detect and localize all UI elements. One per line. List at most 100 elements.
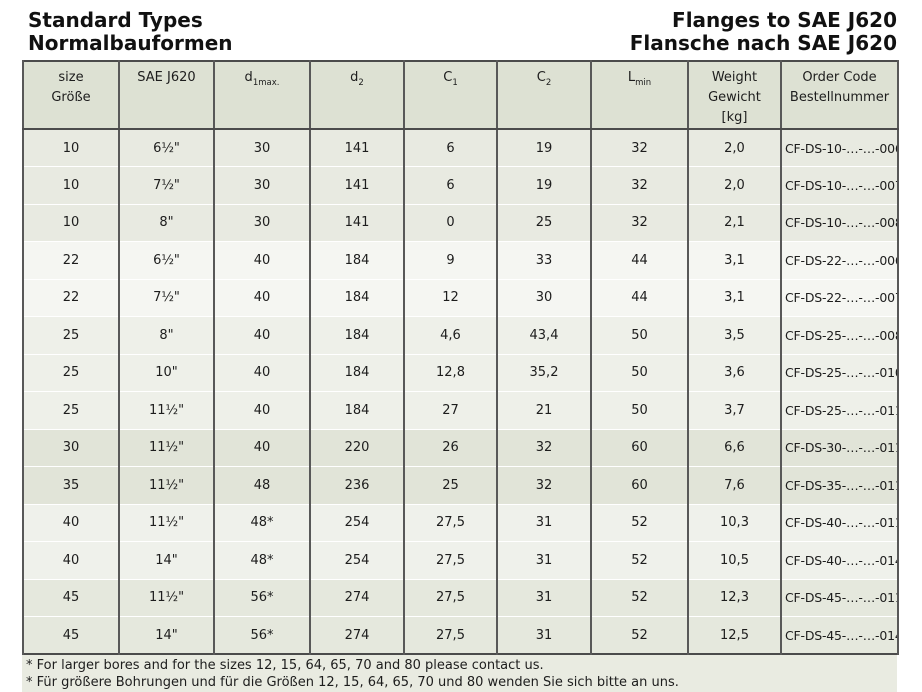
cell-d1max: 40 xyxy=(213,391,311,429)
cell-c1: 4,6 xyxy=(403,316,498,354)
cell-weight: 10,5 xyxy=(687,541,782,579)
cell-c2: 32 xyxy=(496,466,592,504)
cell-lmin: 50 xyxy=(590,353,689,392)
cell-sae-j620: 7½" xyxy=(118,166,215,204)
cell-size: 45 xyxy=(22,616,120,654)
table-area: size Größe SAE J620 d1max. d2 C1 C2 Lmin Weight G… xyxy=(22,60,899,692)
cell-sae-j620: 11½" xyxy=(118,503,215,542)
cell-c1: 25 xyxy=(403,466,498,504)
cell-d2: 141 xyxy=(309,166,405,204)
cell-order-code: CF-DS-10-…-…-008 xyxy=(780,203,899,242)
col-header-lmin: Lmin xyxy=(590,61,689,130)
cell-order-code: CF-DS-22-…-…-007 xyxy=(780,278,899,317)
cell-sae-j620: 6½" xyxy=(118,129,215,167)
cell-sae-j620: 11½" xyxy=(118,391,215,429)
cell-size: 22 xyxy=(22,241,120,279)
table-row: 10 7½" 30 141 6 19 32 2,0 CF-DS-10-…-…-007 xyxy=(22,166,899,204)
flange-spec-table: size Größe SAE J620 d1max. d2 C1 C2 Lmin Weight G… xyxy=(22,60,899,655)
table-row: 45 11½" 56* 274 27,5 31 52 12,3 CF-DS-45-…-…-011 xyxy=(22,578,899,617)
cell-size: 40 xyxy=(22,541,120,579)
cell-sae-j620: 11½" xyxy=(118,428,215,467)
cell-d1max: 40 xyxy=(213,241,311,279)
cell-d1max: 40 xyxy=(213,428,311,467)
cell-c2: 31 xyxy=(496,541,592,579)
cell-sae-j620: 14" xyxy=(118,616,215,654)
cell-d2: 274 xyxy=(309,578,405,617)
cell-c1: 27,5 xyxy=(403,578,498,617)
footnotes: * For larger bores and for the sizes 12,… xyxy=(22,655,897,692)
cell-size: 10 xyxy=(22,166,120,204)
cell-order-code: CF-DS-22-…-…-006 xyxy=(780,241,899,279)
cell-c1: 26 xyxy=(403,428,498,467)
cell-d1max: 30 xyxy=(213,203,311,242)
cell-lmin: 52 xyxy=(590,616,689,654)
table-row: 25 11½" 40 184 27 21 50 3,7 CF-DS-25-…-…-011 xyxy=(22,391,899,429)
subtitle-english: Flanges to SAE J620 xyxy=(672,8,897,32)
cell-size: 25 xyxy=(22,316,120,354)
cell-size: 35 xyxy=(22,466,120,504)
cell-sae-j620: 7½" xyxy=(118,278,215,317)
page-title-right: Flanges to SAE J620 Flansche nach SAE J6… xyxy=(630,9,897,55)
cell-c2: 35,2 xyxy=(496,353,592,392)
cell-c1: 27 xyxy=(403,391,498,429)
table-row: 25 10" 40 184 12,8 35,2 50 3,6 CF-DS-25-…-…-010 xyxy=(22,353,899,392)
cell-c2: 43,4 xyxy=(496,316,592,354)
table-row: 10 8" 30 141 0 25 32 2,1 CF-DS-10-…-…-008 xyxy=(22,203,899,242)
cell-weight: 3,1 xyxy=(687,278,782,317)
cell-d2: 141 xyxy=(309,203,405,242)
cell-lmin: 52 xyxy=(590,578,689,617)
cell-weight: 2,0 xyxy=(687,129,782,167)
table-row: 22 6½" 40 184 9 33 44 3,1 CF-DS-22-…-…-006 xyxy=(22,241,899,279)
cell-size: 40 xyxy=(22,503,120,542)
cell-lmin: 32 xyxy=(590,129,689,167)
cell-d2: 184 xyxy=(309,241,405,279)
cell-sae-j620: 11½" xyxy=(118,466,215,504)
cell-order-code: CF-DS-45-…-…-011 xyxy=(780,578,899,617)
cell-d2: 184 xyxy=(309,391,405,429)
table-row: 45 14" 56* 274 27,5 31 52 12,5 CF-DS-45-…-…-014 xyxy=(22,616,899,654)
cell-c2: 31 xyxy=(496,503,592,542)
cell-weight: 3,1 xyxy=(687,241,782,279)
col-header-order-code: Order Code Bestellnummer xyxy=(780,61,899,130)
cell-order-code: CF-DS-25-…-…-011 xyxy=(780,391,899,429)
cell-size: 30 xyxy=(22,428,120,467)
subtitle-german: Flansche nach SAE J620 xyxy=(629,31,897,55)
cell-order-code: CF-DS-10-…-…-007 xyxy=(780,166,899,204)
cell-weight: 6,6 xyxy=(687,428,782,467)
cell-c2: 31 xyxy=(496,616,592,654)
cell-c1: 27,5 xyxy=(403,503,498,542)
page-title-left: Standard Types Normalbauformen xyxy=(28,9,233,55)
table-body: 10 6½" 30 141 6 19 32 2,0 CF-DS-10-…-…-006 10 7½" 3… xyxy=(22,129,899,654)
table-row: 35 11½" 48 236 25 32 60 7,6 CF-DS-35-…-…-011 xyxy=(22,466,899,504)
cell-weight: 3,6 xyxy=(687,353,782,392)
cell-lmin: 50 xyxy=(590,316,689,354)
cell-d1max: 30 xyxy=(213,166,311,204)
cell-weight: 3,7 xyxy=(687,391,782,429)
cell-weight: 2,0 xyxy=(687,166,782,204)
cell-size: 10 xyxy=(22,129,120,167)
cell-lmin: 52 xyxy=(590,503,689,542)
cell-size: 25 xyxy=(22,353,120,392)
cell-d2: 141 xyxy=(309,129,405,167)
col-header-c1: C1 xyxy=(403,61,498,130)
col-header-d1max: d1max. xyxy=(213,61,311,130)
title-german: Normalbauformen xyxy=(28,31,233,55)
cell-c2: 32 xyxy=(496,428,592,467)
cell-sae-j620: 11½" xyxy=(118,578,215,617)
cell-c1: 12,8 xyxy=(403,353,498,392)
cell-d2: 236 xyxy=(309,466,405,504)
col-header-c2: C2 xyxy=(496,61,592,130)
cell-sae-j620: 6½" xyxy=(118,241,215,279)
cell-lmin: 60 xyxy=(590,466,689,504)
header-row: size Größe SAE J620 d1max. d2 C1 C2 Lmin Weight G… xyxy=(22,61,899,130)
cell-d1max: 56* xyxy=(213,616,311,654)
cell-d1max: 40 xyxy=(213,316,311,354)
cell-order-code: CF-DS-25-…-…-008 xyxy=(780,316,899,354)
title-english: Standard Types xyxy=(28,8,203,32)
cell-weight: 12,3 xyxy=(687,578,782,617)
cell-weight: 3,5 xyxy=(687,316,782,354)
table-row: 22 7½" 40 184 12 30 44 3,1 CF-DS-22-…-…-007 xyxy=(22,278,899,317)
cell-c1: 27,5 xyxy=(403,541,498,579)
cell-order-code: CF-DS-30-…-…-011 xyxy=(780,428,899,467)
col-header-d2: d2 xyxy=(309,61,405,130)
